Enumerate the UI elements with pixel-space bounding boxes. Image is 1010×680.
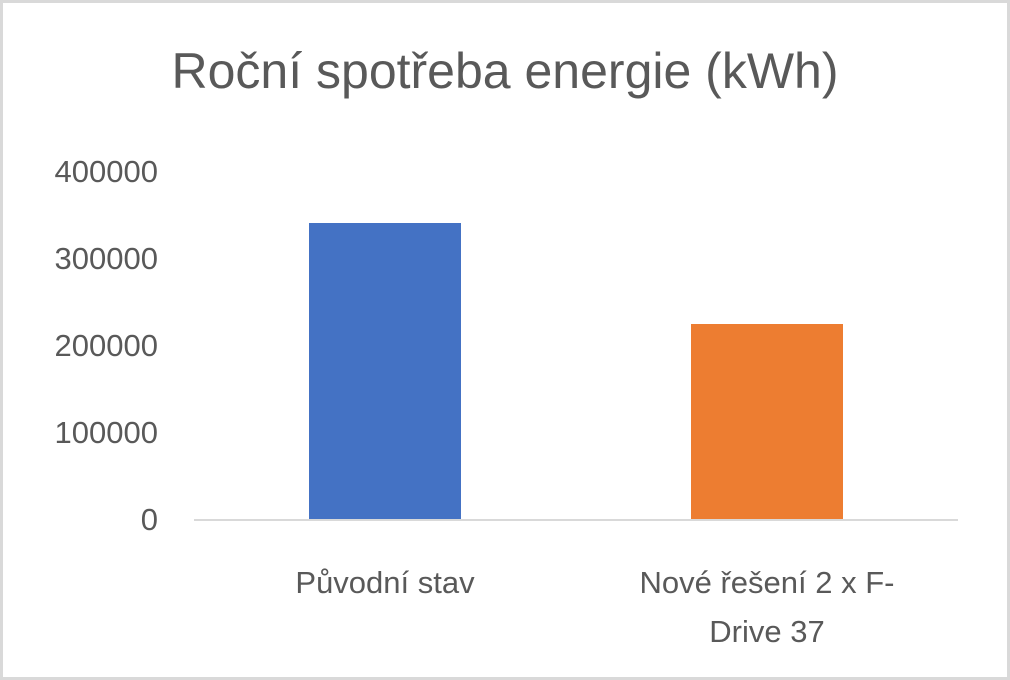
y-tick-400000: 400000 [54, 154, 158, 189]
x-label-puvodni-stav: Původní stav [235, 558, 535, 607]
x-label-line: Nové řešení 2 x F- [639, 565, 895, 600]
chart-title: Roční spotřeba energie (kWh) [171, 43, 839, 99]
y-tick-100000: 100000 [54, 415, 158, 450]
y-tick-300000: 300000 [54, 241, 158, 276]
x-label-nove-reseni: Nové řešení 2 x F- Drive 37 [617, 558, 917, 656]
x-label-line: Drive 37 [709, 614, 825, 649]
y-tick-200000: 200000 [54, 328, 158, 363]
x-label-line: Původní stav [295, 565, 475, 600]
x-axis-line [194, 519, 958, 521]
bar-nove-reseni [691, 324, 843, 520]
y-tick-0: 0 [140, 502, 158, 537]
bar-puvodni-stav [309, 223, 461, 520]
